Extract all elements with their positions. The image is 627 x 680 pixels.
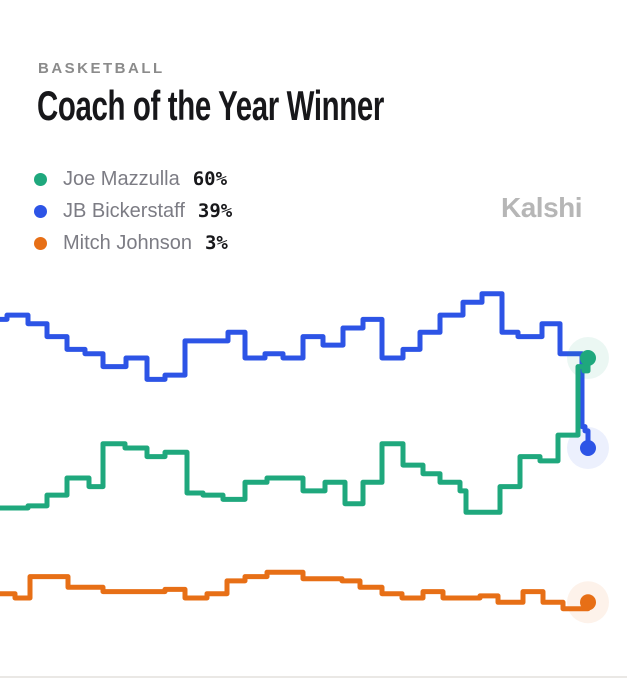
legend-name: Mitch Johnson [63, 231, 192, 254]
legend-value: 3% [204, 232, 228, 254]
legend-item-joe-mazzulla: Joe Mazzulla 60% [34, 163, 232, 195]
legend-value: 39% [197, 200, 233, 222]
legend-dot-blue [34, 204, 47, 218]
legend-item-mitch-johnson: Mitch Johnson 3% [34, 227, 232, 259]
bottom-divider [0, 676, 627, 678]
legend-item-jb-bickerstaff: JB Bickerstaff 39% [34, 195, 232, 227]
chart-legend: Joe Mazzulla 60% JB Bickerstaff 39% Mitc… [34, 163, 232, 259]
legend-name: JB Bickerstaff [63, 199, 185, 222]
page-title: Coach of the Year Winner [37, 82, 384, 129]
legend-name: Joe Mazzulla [63, 167, 180, 190]
legend-dot-orange [34, 236, 47, 250]
category-label: BASKETBALL [38, 60, 165, 77]
legend-value: 60% [192, 168, 228, 190]
endpoint-dot-joe-mazzulla [580, 350, 596, 366]
legend-dot-green [34, 172, 47, 186]
series-line-joe-mazzulla [0, 355, 591, 515]
series-line-jb-bickerstaff [0, 291, 591, 451]
kalshi-logo: Kalshi [501, 192, 583, 223]
endpoint-dot-mitch-johnson [580, 594, 596, 611]
endpoint-dot-jb-bickerstaff [580, 440, 596, 456]
series-line-mitch-johnson [0, 569, 591, 612]
